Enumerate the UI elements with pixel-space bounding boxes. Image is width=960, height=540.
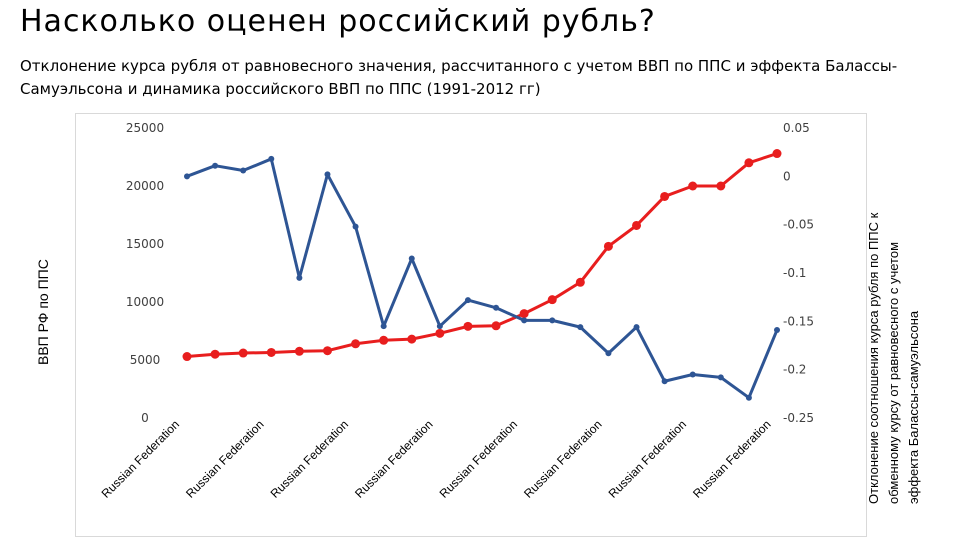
data-point-right — [212, 162, 219, 169]
data-point-right — [240, 167, 247, 174]
data-point-right — [408, 255, 415, 262]
data-point-left — [519, 309, 529, 319]
data-point-left — [491, 321, 501, 331]
data-point-left — [182, 352, 192, 362]
y2-tick-label: -0.25 — [783, 411, 814, 425]
data-point-left — [660, 191, 670, 201]
data-point-left — [294, 346, 304, 356]
data-point-left — [351, 339, 361, 349]
data-point-right — [184, 173, 190, 180]
data-point-right — [352, 223, 359, 230]
data-point-left — [772, 149, 782, 159]
y-tick-label: 20000 — [126, 179, 164, 193]
y2-tick-label: 0 — [783, 169, 791, 183]
data-point-right — [605, 350, 612, 357]
data-point-left — [266, 347, 276, 357]
data-point-right — [745, 394, 752, 401]
data-point-right — [521, 317, 528, 324]
x-tick-label: Russian Federation — [437, 417, 520, 500]
data-point-right — [633, 324, 640, 331]
x-tick-label: Russian Federation — [521, 417, 604, 500]
data-point-left — [379, 335, 389, 345]
data-point-left — [632, 220, 642, 230]
y2-axis-title-line: эффекта Балассы-самуэльсона — [906, 310, 921, 504]
data-point-left — [603, 241, 613, 251]
data-point-right — [689, 371, 696, 378]
data-point-left — [744, 158, 754, 168]
page-subtitle: Отклонение курса рубля от равновесного з… — [20, 57, 898, 98]
data-point-right — [493, 304, 500, 311]
chart-frame — [75, 113, 867, 537]
data-point-left — [407, 334, 417, 344]
x-tick-label: Russian Federation — [183, 417, 266, 500]
data-point-right — [717, 374, 724, 381]
data-point-left — [435, 328, 445, 338]
y2-tick-label: -0.1 — [783, 266, 806, 280]
data-point-right — [661, 378, 668, 385]
y2-tick-label: -0.2 — [783, 363, 806, 377]
y-tick-label: 5000 — [130, 353, 161, 367]
series-line-right — [186, 157, 779, 400]
data-point-left — [210, 349, 220, 359]
data-point-right — [296, 274, 303, 281]
y-tick-label: 25000 — [126, 121, 164, 135]
data-point-right — [577, 324, 584, 331]
data-point-left — [547, 295, 557, 305]
y2-tick-label: -0.15 — [783, 314, 814, 328]
data-point-right — [324, 171, 331, 178]
data-point-left — [688, 181, 698, 191]
page-title: Насколько оценен российский рубль? — [20, 4, 656, 39]
data-point-right — [380, 323, 387, 330]
data-point-left — [322, 346, 332, 356]
data-point-right — [436, 323, 443, 330]
y2-axis-title-line: Отклонение соотношения курса рубля по ПП… — [866, 212, 881, 504]
y2-tick-label: 0.05 — [783, 121, 810, 135]
data-point-right — [464, 297, 471, 304]
x-tick-label: Russian Federation — [606, 417, 689, 500]
data-point-right — [268, 155, 275, 162]
x-tick-label: Russian Federation — [99, 417, 182, 500]
data-point-left — [238, 348, 248, 358]
x-tick-label: Russian Federation — [268, 417, 351, 500]
y2-tick-label: -0.05 — [783, 218, 814, 232]
y-axis-title: ВВП РФ по ППС — [35, 259, 51, 365]
data-point-left — [575, 277, 585, 287]
y-tick-label: 15000 — [126, 237, 164, 251]
series-line-left — [186, 152, 778, 359]
data-point-left — [463, 321, 473, 331]
data-point-right — [774, 327, 780, 334]
y-tick-label: 10000 — [126, 295, 164, 309]
x-tick-label: Russian Federation — [690, 417, 773, 500]
y-tick-label: 0 — [141, 411, 149, 425]
data-point-left — [716, 181, 726, 191]
x-tick-label: Russian Federation — [352, 417, 435, 500]
y2-axis-title-line: обменному курсу от равновесного с учетом — [886, 242, 901, 504]
data-point-right — [549, 317, 556, 324]
